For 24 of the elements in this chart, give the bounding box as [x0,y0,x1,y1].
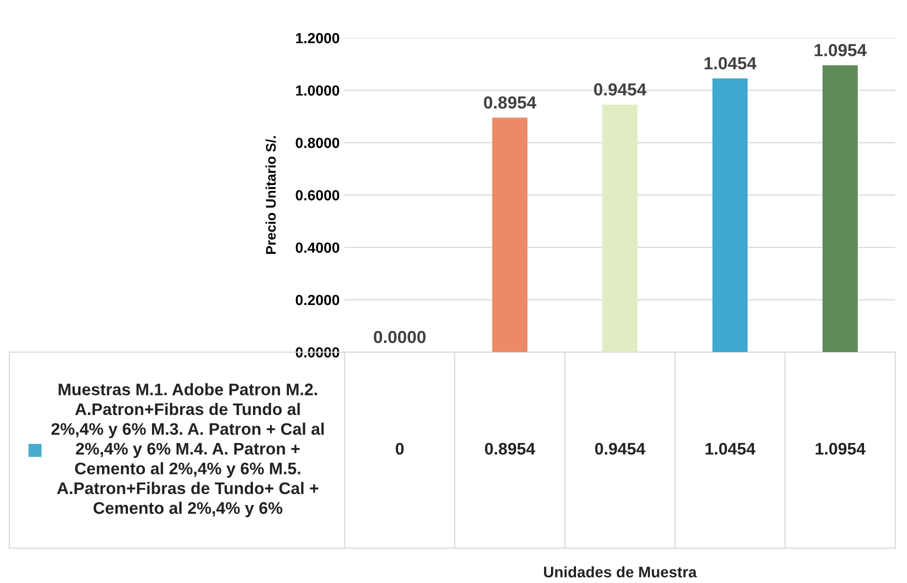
y-tick-label: 1.0000 [296,85,340,96]
text: 1.0454 [706,442,756,455]
bar [602,104,638,352]
data-label: 1.0954 [814,44,867,56]
y-axis-title: Precio Unitario S/. [266,136,276,254]
bar [712,78,748,352]
data-label: 0.9454 [594,83,646,96]
bar [822,65,858,352]
data-label: 0.0000 [374,330,426,344]
y-tick-label: 0.4000 [296,242,340,253]
text: 0.8954 [485,442,536,455]
data-label: 0.8954 [484,96,536,109]
text: 1.0954 [816,442,866,455]
legend-label: Muestras M.1. Adobe Patron M.2. A.Patron+Fibras de Tundo al 2%,4% y 6% M.3. A. Patron + Cal al 2%,4% y 6% M.4. A. Patron + Cemento al 2%,4% y 6% M.5. A.Patron+Fibras de Tundo+ Cal + Cemento al 2%,4% y 6% [51,383,324,518]
y-tick-label: 0.0000 [296,347,340,358]
text: 0 [396,442,404,455]
y-tick-label: 0.8000 [296,138,340,148]
text: 0.9454 [595,442,646,455]
data-label: 1.0454 [704,57,757,70]
y-tick-label: 0.2000 [296,294,340,306]
y-tick-label: 1.2000 [296,32,340,44]
y-tick-label: 0.6000 [296,190,340,200]
bar [492,118,528,352]
text: Unidades de Muestra [544,566,697,578]
